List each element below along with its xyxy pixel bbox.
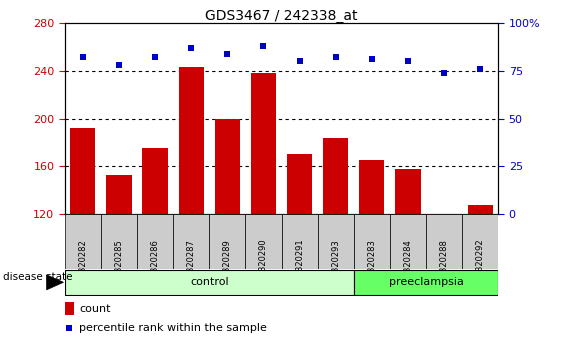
Text: GSM320285: GSM320285: [114, 239, 123, 290]
Point: [65, 325, 74, 331]
Bar: [395, 169, 421, 214]
Point: [295, 58, 304, 64]
Text: preeclampsia: preeclampsia: [388, 277, 463, 287]
Point: [367, 57, 376, 62]
Polygon shape: [47, 275, 64, 290]
Text: disease state: disease state: [3, 272, 72, 282]
Text: GDS3467 / 242338_at: GDS3467 / 242338_at: [205, 9, 358, 23]
Bar: [215, 119, 240, 214]
Text: GSM320293: GSM320293: [331, 239, 340, 290]
Point: [476, 66, 485, 72]
Text: GSM320292: GSM320292: [476, 239, 485, 290]
Text: GSM320282: GSM320282: [78, 239, 87, 290]
Bar: [282, 214, 318, 269]
Bar: [251, 73, 276, 214]
Point: [223, 51, 232, 56]
Bar: [354, 270, 498, 295]
Bar: [287, 154, 312, 214]
Point: [259, 43, 268, 49]
Bar: [173, 214, 209, 269]
Bar: [354, 214, 390, 269]
Point: [150, 55, 159, 60]
Point: [331, 55, 340, 60]
Bar: [426, 214, 462, 269]
Bar: [101, 214, 137, 269]
Bar: [70, 128, 96, 214]
Text: percentile rank within the sample: percentile rank within the sample: [79, 323, 267, 333]
Text: GSM320291: GSM320291: [295, 239, 304, 290]
Bar: [65, 270, 354, 295]
Bar: [142, 148, 168, 214]
Bar: [467, 205, 493, 214]
Bar: [462, 214, 498, 269]
Bar: [323, 138, 348, 214]
Bar: [245, 214, 282, 269]
Text: count: count: [79, 304, 110, 314]
Text: GSM320288: GSM320288: [440, 239, 449, 290]
Text: GSM320289: GSM320289: [223, 239, 232, 290]
Point: [404, 58, 413, 64]
Point: [78, 55, 87, 60]
Bar: [65, 302, 74, 315]
Bar: [209, 214, 245, 269]
Text: GSM320283: GSM320283: [367, 239, 376, 290]
Bar: [359, 160, 385, 214]
Bar: [65, 214, 101, 269]
Bar: [390, 214, 426, 269]
Bar: [137, 214, 173, 269]
Bar: [106, 175, 132, 214]
Point: [440, 70, 449, 75]
Text: GSM320284: GSM320284: [404, 239, 413, 290]
Text: GSM320287: GSM320287: [187, 239, 196, 290]
Point: [187, 45, 196, 51]
Text: control: control: [190, 277, 229, 287]
Bar: [178, 67, 204, 214]
Point: [114, 62, 123, 68]
Text: GSM320290: GSM320290: [259, 239, 268, 290]
Bar: [318, 214, 354, 269]
Text: GSM320286: GSM320286: [150, 239, 159, 290]
